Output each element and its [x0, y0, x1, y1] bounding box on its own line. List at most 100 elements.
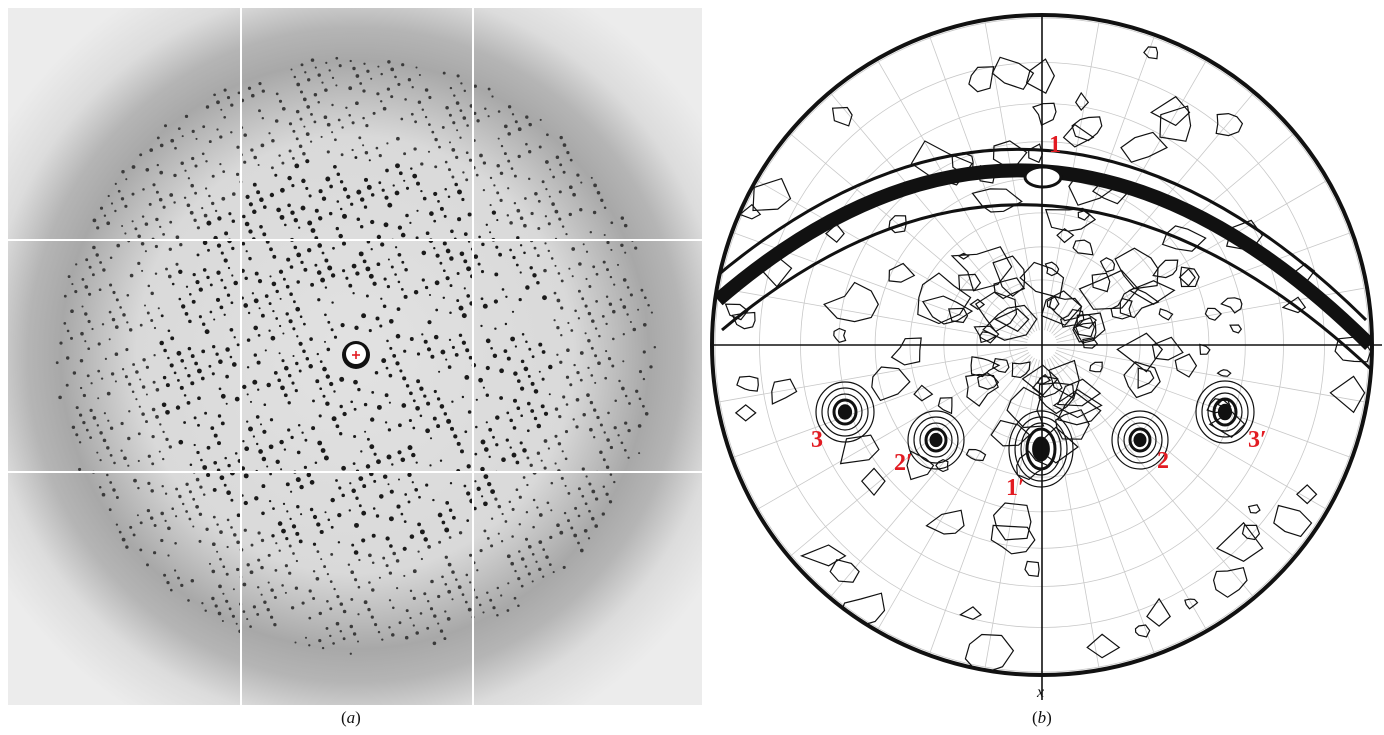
diffraction-spot — [482, 303, 488, 309]
diffraction-spot — [193, 218, 197, 222]
diffraction-spot — [79, 359, 84, 363]
diffraction-spot — [296, 450, 301, 455]
noise-contour — [1212, 566, 1248, 598]
diffraction-spot — [226, 96, 231, 100]
diffraction-spot — [573, 533, 578, 538]
noise-contour — [1072, 312, 1106, 343]
diffraction-spot — [180, 358, 185, 363]
diffraction-spot — [139, 548, 143, 552]
diffraction-spot — [117, 189, 121, 193]
diffraction-spot — [281, 528, 286, 534]
diffraction-spot — [227, 266, 231, 270]
diffraction-spot — [438, 370, 441, 373]
diffraction-spot — [208, 364, 212, 368]
diffraction-spot — [428, 95, 432, 100]
diffraction-spot — [524, 537, 529, 541]
diffraction-spot — [375, 146, 379, 150]
diffraction-spot — [571, 247, 576, 251]
diffraction-spot — [495, 245, 499, 249]
noise-contour — [1329, 375, 1366, 414]
diffraction-spot — [466, 491, 471, 496]
noise-contour — [1215, 112, 1244, 137]
noise-contour — [979, 331, 998, 344]
diffraction-spot — [620, 216, 625, 220]
diffraction-spot — [420, 557, 423, 561]
diffraction-spot — [312, 570, 316, 573]
diffraction-spot — [534, 192, 538, 196]
diffraction-spot — [120, 449, 123, 452]
diffraction-spot — [304, 636, 308, 639]
diffraction-spot — [263, 403, 267, 406]
diffraction-spot — [177, 576, 180, 580]
diffraction-spot — [451, 175, 455, 179]
diffraction-spot — [579, 548, 584, 553]
diffraction-spot — [536, 281, 540, 285]
noise-contour — [1089, 361, 1103, 373]
diffraction-spot — [217, 216, 222, 221]
diffraction-spot — [553, 319, 556, 322]
diffraction-spot — [301, 601, 305, 605]
grid-spoke — [876, 357, 1035, 631]
diffraction-spot — [297, 424, 301, 427]
diffraction-spot — [492, 353, 498, 359]
diffraction-spot — [216, 243, 222, 248]
diffraction-spot — [100, 377, 104, 380]
diffraction-spot — [257, 531, 261, 535]
diffraction-spot — [488, 427, 493, 432]
diffraction-spot — [307, 78, 311, 82]
diffraction-spot — [310, 58, 315, 62]
diffraction-spot — [520, 414, 523, 418]
diffraction-spot — [256, 190, 261, 195]
diffraction-spot — [285, 284, 290, 289]
diffraction-spot — [191, 156, 195, 161]
peak-label-1: 1 — [1049, 132, 1061, 158]
diffraction-spot — [351, 263, 357, 269]
diffraction-spot — [495, 415, 500, 420]
diffraction-spot — [493, 184, 496, 187]
diffraction-spot — [234, 396, 240, 402]
diffraction-spot — [622, 360, 625, 363]
diffraction-spot — [649, 365, 653, 369]
diffraction-spot — [326, 572, 330, 576]
noise-contour — [948, 307, 969, 324]
diffraction-spot — [480, 439, 486, 445]
diffraction-spot — [478, 603, 482, 607]
diffraction-spot — [324, 286, 328, 289]
diffraction-spot — [153, 326, 157, 330]
diffraction-spot — [65, 383, 69, 387]
diffraction-spot — [430, 354, 435, 359]
diffraction-spot — [125, 545, 129, 549]
diffraction-spot — [423, 592, 427, 596]
diffraction-spot — [275, 542, 278, 545]
diffraction-spot — [547, 249, 551, 253]
diffraction-spot — [373, 452, 377, 456]
diffraction-spot — [368, 159, 371, 162]
diffraction-spot — [492, 606, 496, 610]
diffraction-spot — [388, 626, 391, 629]
diffraction-spot — [314, 66, 317, 69]
diffraction-spot — [620, 243, 624, 248]
diffraction-spot — [321, 196, 327, 201]
diffraction-spot — [584, 332, 587, 335]
diffraction-spot — [403, 294, 408, 299]
diffraction-spot — [159, 340, 164, 346]
diffraction-spot — [97, 369, 101, 373]
diffraction-spot — [608, 302, 613, 306]
diffraction-spot — [370, 615, 374, 619]
diffraction-spot — [624, 251, 627, 254]
diffraction-spot — [376, 92, 380, 96]
diffraction-spot — [612, 337, 615, 341]
diffraction-spot — [351, 148, 354, 152]
diffraction-spot — [490, 346, 493, 350]
diffraction-spot — [109, 454, 113, 457]
diffraction-spot — [220, 251, 224, 255]
diffraction-spot — [160, 314, 164, 318]
diffraction-spot — [439, 459, 443, 462]
diffraction-spot — [292, 354, 295, 358]
diffraction-spot — [365, 266, 371, 272]
diffraction-spot — [253, 298, 259, 304]
diffraction-spot — [464, 430, 468, 434]
diffraction-spot — [231, 246, 235, 251]
diffraction-spot — [317, 243, 323, 248]
diffraction-spot — [479, 153, 483, 158]
